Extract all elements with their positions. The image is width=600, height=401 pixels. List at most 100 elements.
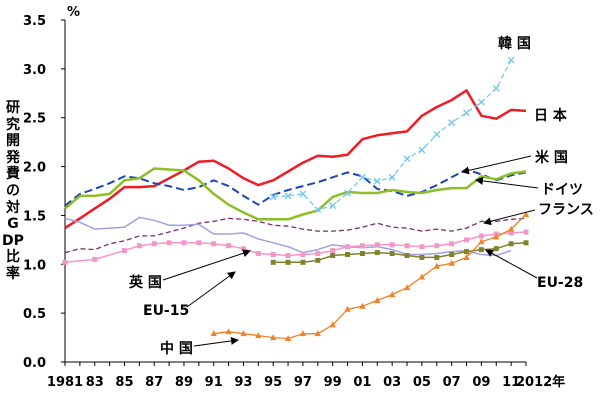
data-point: [448, 119, 456, 127]
data-point: [92, 256, 98, 262]
data-point: [315, 257, 321, 263]
data-point: [344, 189, 352, 197]
data-point: [478, 233, 484, 239]
label-leader-arrow: [485, 249, 538, 279]
label-leader-arrow: [186, 271, 236, 308]
data-point: [523, 229, 529, 235]
x-tick-label: 1981: [47, 375, 83, 390]
y-tick-label: 1.0: [23, 258, 46, 273]
data-point: [62, 259, 68, 265]
data-point: [300, 252, 306, 258]
data-point: [240, 246, 246, 252]
series-label: 英 国: [128, 274, 162, 291]
data-point: [463, 253, 470, 260]
data-point: [449, 252, 455, 258]
series-line: [64, 89, 527, 230]
data-point: [299, 190, 307, 198]
data-point: [284, 335, 292, 342]
data-point: [477, 98, 485, 106]
data-point: [464, 249, 470, 255]
data-point: [418, 273, 426, 280]
series-line: [273, 59, 512, 211]
x-tick-label: 05: [413, 375, 431, 390]
data-point: [314, 206, 322, 214]
series-6: [62, 229, 529, 265]
x-tick-label: 07: [443, 375, 461, 390]
data-point: [345, 244, 351, 250]
data-point: [315, 251, 321, 257]
data-point: [493, 233, 500, 240]
data-point: [434, 243, 440, 249]
data-point: [358, 173, 366, 181]
series-label: ドイツ: [541, 182, 583, 198]
data-point: [389, 251, 395, 257]
series-4: [64, 217, 527, 254]
series-8: [210, 210, 530, 342]
x-tick-label: 11: [502, 375, 520, 390]
series-0: [64, 89, 527, 230]
label-leader-arrow: [461, 155, 532, 175]
data-point: [522, 210, 530, 217]
series-3: [269, 56, 515, 214]
data-point: [269, 334, 277, 341]
series-line: [213, 214, 527, 340]
data-point: [270, 259, 276, 265]
data-point: [196, 240, 202, 246]
data-point: [418, 146, 426, 154]
data-point: [478, 238, 485, 245]
label-leader-arrow: [193, 336, 239, 347]
data-point: [508, 230, 514, 236]
data-point: [464, 237, 470, 243]
data-point: [226, 243, 232, 249]
data-point: [374, 296, 381, 303]
y-axis-label: 研究開発費の対GDP比率: [2, 100, 24, 282]
data-point: [404, 252, 410, 258]
data-point: [299, 330, 307, 337]
y-tick-label: 0.5: [23, 307, 46, 322]
data-point: [121, 248, 127, 254]
data-point: [388, 173, 396, 181]
data-point: [492, 84, 500, 92]
data-point: [419, 244, 425, 250]
x-tick-label: 89: [175, 375, 193, 390]
series-line: [64, 216, 512, 257]
series-1: [64, 168, 527, 207]
data-point: [448, 259, 455, 266]
series-2: [64, 167, 527, 221]
series-label: 韓 国: [498, 35, 531, 52]
series-label: 日 本: [534, 107, 568, 124]
series-layer: [62, 56, 530, 342]
label-leader-arrow: [475, 176, 539, 189]
data-point: [404, 243, 410, 249]
data-point: [181, 240, 187, 246]
data-point: [210, 330, 217, 337]
data-point: [388, 291, 396, 298]
data-point: [345, 252, 351, 258]
x-tick-label: 91: [205, 375, 223, 390]
data-point: [136, 243, 142, 249]
data-point: [403, 284, 411, 291]
series-line: [64, 217, 527, 254]
y-tick-label: 1.5: [23, 209, 46, 224]
series-label: 中 国: [160, 340, 193, 357]
x-tick-label: 97: [294, 375, 312, 390]
x-tick-label: 09: [472, 375, 490, 390]
data-point: [374, 250, 380, 256]
data-point: [166, 240, 172, 246]
y-tick-label: 3.0: [23, 63, 46, 78]
x-tick-label: 2012年: [516, 374, 565, 390]
data-point: [330, 252, 336, 258]
label-leader-arrow: [483, 209, 536, 226]
data-point: [403, 155, 411, 163]
series-label: 米 国: [535, 149, 568, 166]
data-point: [389, 242, 395, 248]
y-tick-label: 3.5: [23, 14, 46, 29]
series-line: [64, 231, 527, 264]
x-tick-label: 99: [324, 375, 342, 390]
data-point: [255, 332, 262, 339]
data-point: [269, 193, 277, 201]
series-label: EU-15: [143, 303, 189, 319]
data-point: [359, 243, 365, 249]
